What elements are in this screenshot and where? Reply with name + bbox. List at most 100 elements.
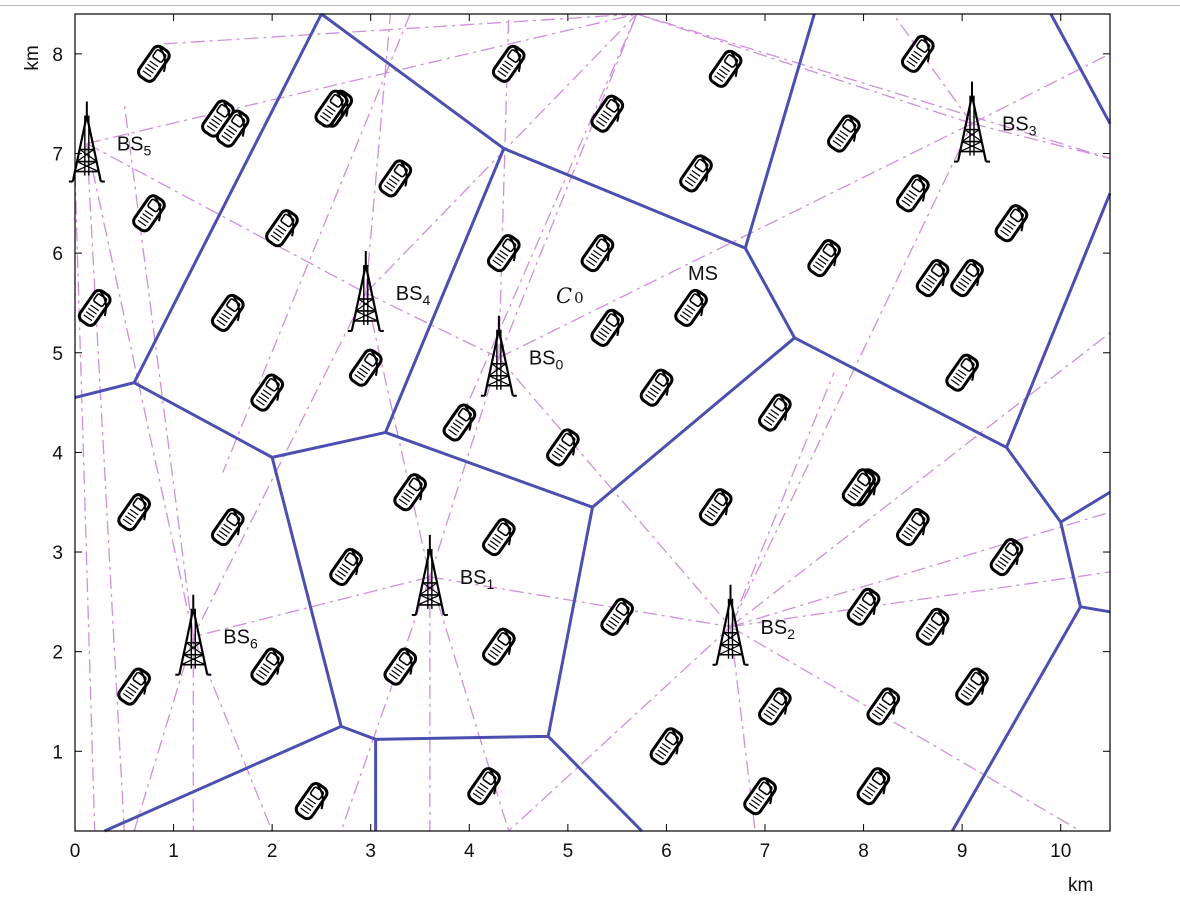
cell-boundary	[547, 735, 643, 833]
link-line	[730, 571, 1111, 628]
y-tick-label: 4	[52, 443, 63, 464]
link-line	[365, 292, 500, 359]
mobile-phone-icon	[804, 236, 844, 280]
mobile-phone-icon	[208, 505, 247, 549]
x-tick-label: 2	[267, 841, 278, 862]
mobile-phone-icon	[864, 685, 903, 728]
y-tick-label: 7	[52, 144, 63, 165]
link-line	[429, 576, 731, 628]
mobile-phone-icon	[114, 490, 154, 534]
mobile-phone-icon	[346, 346, 385, 390]
link-line	[429, 357, 500, 578]
base-station-label: BS6	[223, 627, 258, 652]
base-station-label: BS3	[1002, 114, 1037, 139]
link-line	[729, 123, 973, 628]
mobile-phone-icon	[942, 351, 982, 395]
base-station-label: BS5	[117, 134, 152, 159]
mobile-phone-icon	[706, 47, 745, 91]
mobile-phone-icon	[755, 685, 795, 728]
mobile-phone-icon	[893, 505, 933, 549]
mobile-phone-icon	[696, 485, 735, 529]
base-station-label: BS0	[529, 348, 564, 373]
mobile-phone-icon	[479, 625, 519, 669]
cell-boundary	[1059, 521, 1111, 614]
mobile-phone-icon	[952, 665, 992, 708]
x-tick-label: 1	[168, 841, 179, 862]
base-station-bs2: BS2	[711, 583, 796, 666]
link-line	[971, 53, 1111, 125]
mobile-phone-icon	[75, 286, 114, 330]
link-line	[971, 122, 1111, 160]
mobile-phone-icon	[312, 87, 351, 131]
mobile-phone-icon	[208, 291, 247, 335]
mobile-phone-icon	[647, 724, 686, 768]
mobile-phone-icon	[844, 585, 883, 629]
link-line	[193, 576, 431, 638]
x-tick-label: 5	[563, 841, 574, 862]
mobile-phone-icon	[326, 545, 366, 589]
base-station-bs6: BS6	[174, 593, 258, 676]
link-line	[123, 103, 194, 637]
link-line	[192, 292, 367, 638]
cell-boundary	[1049, 13, 1112, 125]
mobile-phone-icon	[854, 764, 893, 808]
x-tick-label: 0	[70, 841, 81, 862]
link-line	[498, 13, 638, 358]
base-station-bs3: BS3	[952, 80, 1037, 163]
mobile-phone-icon	[588, 92, 627, 136]
axis-ticks: 0 1 2 3 4 5 6 7 8 9 10 1 2 3 4 5 6 7 8	[52, 14, 1110, 862]
top-divider	[0, 5, 1180, 6]
link-line	[340, 576, 431, 832]
mobile-phone-icon	[588, 306, 627, 350]
x-tick-label: 10	[1050, 841, 1071, 862]
cell-boundary	[320, 12, 1112, 449]
link-line	[458, 13, 638, 423]
link-line	[498, 13, 510, 358]
link-line	[133, 636, 194, 832]
link-line	[636, 13, 973, 125]
base-station-bs1: BS1	[410, 533, 495, 617]
mobile-phone-icon	[992, 201, 1031, 245]
mobile-phone-icon	[543, 426, 583, 469]
mobile-phone-icon	[440, 401, 479, 444]
link-line	[86, 143, 194, 637]
mobile-phone-icon	[947, 256, 987, 300]
mobile-phone-icon	[134, 42, 174, 86]
mobile-phone-icon	[987, 535, 1026, 579]
link-line	[86, 143, 125, 832]
mobile-phone-icon	[464, 764, 504, 808]
mobile-phone-icon	[390, 470, 430, 514]
mobile-phone-icon	[484, 231, 523, 275]
antenna-tower-icon	[67, 100, 106, 183]
mobile-phone-icon	[489, 42, 528, 86]
x-tick-label: 9	[957, 841, 968, 862]
y-tick-label: 8	[52, 45, 63, 66]
mobile-phone-icon	[755, 391, 795, 434]
mobile-phone-icon	[262, 206, 302, 250]
y-tick-label: 1	[52, 742, 63, 763]
mobile-phone-icon	[913, 605, 952, 649]
link-line	[74, 173, 96, 832]
link-line	[365, 13, 392, 294]
link-line	[730, 332, 1111, 628]
x-tick-label: 6	[661, 841, 672, 862]
cell-boundaries	[74, 12, 1112, 833]
y-tick-label: 3	[52, 543, 63, 564]
y-tick-label: 5	[52, 344, 63, 365]
cell-boundary	[74, 147, 506, 459]
y-axis-unit: km	[22, 45, 43, 70]
y-tick-label: 6	[52, 244, 63, 265]
ms-label: MS	[688, 263, 718, 285]
mobile-phone-icon	[671, 286, 711, 330]
link-line	[730, 511, 1111, 628]
x-tick-label: 4	[464, 841, 475, 862]
link-line	[508, 626, 731, 832]
link-line	[892, 13, 973, 124]
mobile-phone-icon	[597, 595, 637, 639]
base-station-label: BS2	[761, 617, 796, 642]
link-line	[86, 142, 367, 294]
link-line	[163, 13, 637, 45]
x-tick-label: 3	[365, 841, 376, 862]
